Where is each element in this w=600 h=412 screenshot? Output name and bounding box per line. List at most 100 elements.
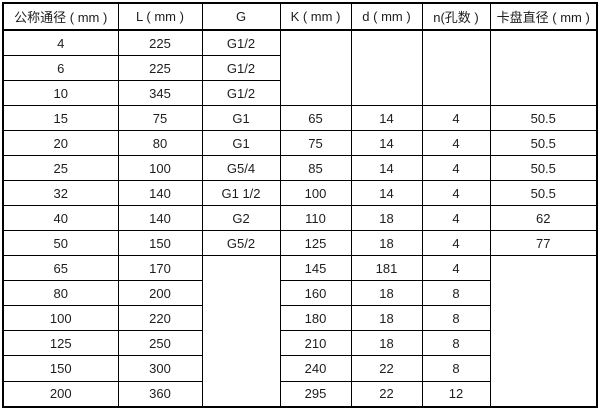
cell-dn: 150 <box>2 355 119 382</box>
cell-n: 4 <box>421 155 491 182</box>
cell-g: G1/2 <box>201 80 281 107</box>
cell-l: 140 <box>117 180 203 207</box>
cell-g: G1/2 <box>201 55 281 82</box>
cell-d: 22 <box>350 380 423 408</box>
table-row: 65 170 145 181 4 <box>2 255 598 408</box>
cell-l: 225 <box>117 29 203 57</box>
cell-n: 12 <box>421 380 491 408</box>
header-nominal-diameter: 公称通径 ( mm ) <box>2 2 119 31</box>
table-row: 80 200 160 18 8 <box>2 280 597 307</box>
table-row: 150 300 240 22 8 <box>2 355 597 382</box>
cell-dn: 25 <box>2 155 119 182</box>
cell-l: 225 <box>117 55 203 82</box>
cell-k: 65 <box>279 105 352 132</box>
cell-k: 145 <box>279 255 352 282</box>
cell-k: 295 <box>279 380 352 408</box>
cell-dn: 80 <box>2 280 119 307</box>
cell-k: 100 <box>279 180 352 207</box>
cell-dn: 65 <box>2 255 119 282</box>
table-row: 25 100 G5/4 85 14 4 50.5 <box>2 155 598 182</box>
cell-d: 18 <box>350 305 423 332</box>
cell-d: 22 <box>350 355 423 382</box>
cell-k: 125 <box>279 230 352 257</box>
cell-d: 181 <box>350 255 423 282</box>
table-row: 200 360 295 22 12 <box>2 380 597 408</box>
cell-n: 4 <box>421 255 491 282</box>
cell-d: 18 <box>350 280 423 307</box>
cell-n: 4 <box>421 205 491 232</box>
cell-k: 160 <box>279 280 352 307</box>
cell-n: 4 <box>421 180 491 207</box>
cell-l: 220 <box>117 305 203 332</box>
cell-n: 4 <box>421 230 491 257</box>
header-hole-count-n: n(孔数 ) <box>421 2 491 31</box>
table-row: 32 140 G1 1/2 100 14 4 50.5 <box>2 180 598 207</box>
cell-n: 8 <box>421 305 491 332</box>
cell-d: 14 <box>350 180 423 207</box>
table-row: 125 250 210 18 8 <box>2 330 597 357</box>
header-chuck-diameter: 卡盘直径 ( mm ) <box>489 2 598 31</box>
cell-l: 170 <box>117 255 203 282</box>
table-row: 15 75 G1 65 14 4 50.5 <box>2 105 598 132</box>
cell-chuck: 62 <box>489 205 598 232</box>
cell-g: G5/4 <box>201 155 281 182</box>
cell-k: 210 <box>279 330 352 357</box>
cell-g: G1 <box>201 130 281 157</box>
cell-dn: 15 <box>2 105 119 132</box>
table-row: 40 140 G2 110 18 4 62 <box>2 205 598 232</box>
cell-g: G1 <box>201 105 281 132</box>
cell-n: 8 <box>421 330 491 357</box>
cell-n: 8 <box>421 355 491 382</box>
cell-n: 4 <box>421 105 491 132</box>
cell-d: 18 <box>350 330 423 357</box>
cell-n: 4 <box>421 130 491 157</box>
merged-empty-cell-chuck <box>489 255 598 408</box>
cell-dn: 20 <box>2 130 119 157</box>
table-row: 4 225 G1/2 <box>2 29 598 107</box>
cell-l: 100 <box>117 155 203 182</box>
cell-g: G2 <box>201 205 281 232</box>
cell-g: G5/2 <box>201 230 281 257</box>
cell-dn: 100 <box>2 305 119 332</box>
cell-chuck: 50.5 <box>489 155 598 182</box>
merged-empty-cell-chuck <box>489 29 598 107</box>
header-length-l: L ( mm ) <box>117 2 203 31</box>
cell-chuck: 50.5 <box>489 105 598 132</box>
pipe-spec-table: 公称通径 ( mm ) L ( mm ) G K ( mm ) d ( mm )… <box>2 2 598 408</box>
cell-d: 14 <box>350 130 423 157</box>
cell-l: 200 <box>117 280 203 307</box>
cell-l: 80 <box>117 130 203 157</box>
cell-dn: 40 <box>2 205 119 232</box>
header-row: 公称通径 ( mm ) L ( mm ) G K ( mm ) d ( mm )… <box>2 2 598 31</box>
cell-n: 8 <box>421 280 491 307</box>
cell-dn: 4 <box>2 29 119 57</box>
header-d: d ( mm ) <box>350 2 423 31</box>
cell-g: G1 1/2 <box>201 180 281 207</box>
cell-l: 140 <box>117 205 203 232</box>
cell-dn: 200 <box>2 380 119 408</box>
cell-g: G1/2 <box>201 29 281 57</box>
cell-dn: 50 <box>2 230 119 257</box>
cell-dn: 6 <box>2 55 119 82</box>
cell-chuck: 77 <box>489 230 598 257</box>
table-row: 6 225 G1/2 <box>2 55 597 82</box>
cell-d: 14 <box>350 155 423 182</box>
cell-k: 110 <box>279 205 352 232</box>
header-thread-g: G <box>201 2 281 31</box>
cell-k: 180 <box>279 305 352 332</box>
cell-l: 345 <box>117 80 203 107</box>
cell-l: 360 <box>117 380 203 408</box>
merged-empty-cell-k <box>279 29 352 107</box>
cell-l: 75 <box>117 105 203 132</box>
cell-d: 14 <box>350 105 423 132</box>
header-k: K ( mm ) <box>279 2 352 31</box>
table-row: 50 150 G5/2 125 18 4 77 <box>2 230 598 257</box>
cell-l: 150 <box>117 230 203 257</box>
merged-empty-cell-g <box>201 255 281 408</box>
cell-k: 85 <box>279 155 352 182</box>
merged-empty-cell-n <box>421 29 491 107</box>
cell-dn: 125 <box>2 330 119 357</box>
cell-l: 250 <box>117 330 203 357</box>
table-row: 20 80 G1 75 14 4 50.5 <box>2 130 598 157</box>
cell-d: 18 <box>350 230 423 257</box>
